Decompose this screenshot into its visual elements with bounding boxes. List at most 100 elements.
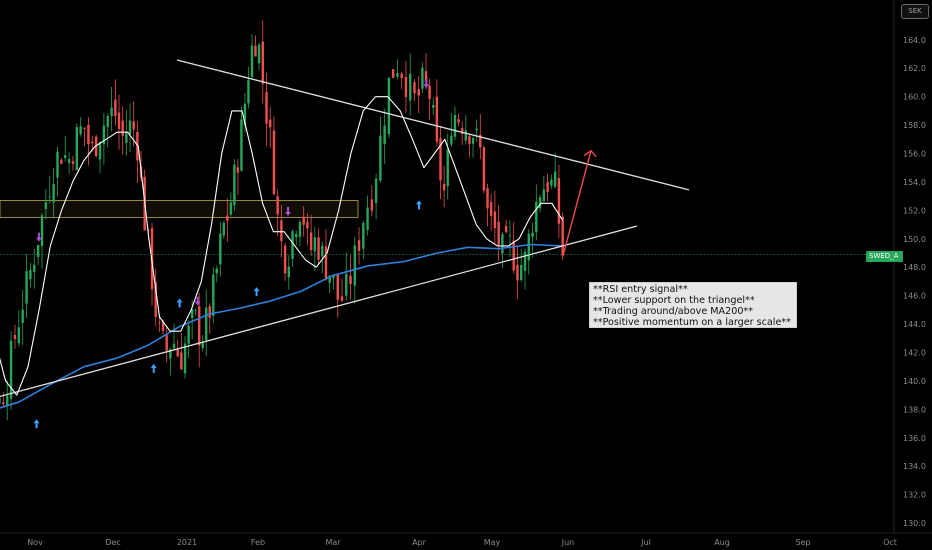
- candle-body: [169, 349, 172, 359]
- candle-body: [497, 221, 500, 246]
- short-ma-line: [0, 96, 564, 396]
- candle-body: [229, 202, 233, 215]
- y-tick-label: 162.0: [903, 64, 926, 73]
- candle-body: [17, 327, 21, 344]
- y-tick-label: 152.0: [903, 206, 926, 215]
- y-tick-label: 160.0: [903, 93, 926, 102]
- candle-body: [91, 141, 94, 144]
- candle-body: [208, 306, 211, 318]
- candle-body: [257, 44, 261, 64]
- candle-body: [102, 125, 106, 145]
- candle-body: [250, 45, 254, 78]
- candle-body: [332, 275, 335, 279]
- candle-body: [442, 183, 446, 191]
- candle-body: [471, 138, 475, 144]
- candle-body: [400, 73, 403, 79]
- x-tick-label: Apr: [412, 538, 427, 547]
- candle-body: [366, 207, 369, 230]
- candle-body: [450, 135, 453, 145]
- y-tick-label: 134.0: [903, 462, 926, 471]
- candle-body: [553, 171, 557, 187]
- candle-body: [546, 181, 549, 193]
- candle-body: [64, 155, 67, 159]
- candle-body: [79, 126, 82, 135]
- candle-body: [0, 397, 1, 404]
- resistance-trendline[interactable]: [176, 59, 690, 191]
- candle-body: [527, 233, 530, 261]
- candle-body: [374, 178, 378, 204]
- candle-body: [2, 402, 5, 405]
- candle-body: [387, 77, 391, 134]
- candle-body: [265, 92, 268, 124]
- candle-body: [67, 158, 71, 163]
- candle-body: [523, 251, 527, 271]
- y-tick-label: 150.0: [903, 235, 926, 244]
- candle-body: [272, 130, 276, 195]
- note-line-rsi: **RSI entry signal**: [593, 284, 688, 295]
- projection-arrow[interactable]: [562, 150, 592, 257]
- candle-body: [132, 121, 135, 130]
- candle-body: [212, 274, 215, 316]
- rsi-sell-signal-arrow: [423, 79, 430, 89]
- candle-body: [321, 245, 324, 257]
- candle-body: [468, 136, 471, 144]
- candle-body: [128, 120, 132, 135]
- candle-body: [13, 335, 17, 339]
- candle-body: [424, 71, 428, 82]
- candle-body: [121, 120, 124, 136]
- candle-body: [538, 197, 542, 209]
- x-tick-label: May: [484, 538, 501, 547]
- y-tick-label: 164.0: [903, 36, 926, 45]
- x-tick-label: 2021: [177, 538, 197, 547]
- candle-body: [9, 340, 13, 399]
- candle-body: [535, 201, 538, 233]
- candle-body: [176, 348, 179, 357]
- candle-body: [435, 96, 439, 142]
- candle-body: [236, 167, 240, 173]
- candle-body: [29, 270, 32, 280]
- candle-body: [201, 342, 204, 348]
- candle-body: [482, 147, 486, 191]
- candle-body: [83, 127, 86, 129]
- candle-body: [501, 234, 504, 254]
- candle-body: [254, 45, 257, 57]
- candle-body: [283, 245, 287, 274]
- candle-body: [309, 232, 313, 251]
- rsi-buy-signal-arrow: [150, 363, 157, 373]
- x-tick-label: Oct: [883, 538, 897, 547]
- candle-body: [165, 335, 168, 351]
- candle-body: [531, 232, 534, 237]
- candle-body: [464, 130, 468, 141]
- candle-body: [404, 76, 408, 98]
- candle-body: [504, 225, 508, 233]
- y-tick-label: 140.0: [903, 377, 926, 386]
- candle-body: [324, 246, 328, 280]
- candle-body: [328, 275, 331, 283]
- candle-body: [413, 82, 416, 94]
- candle-body: [409, 73, 412, 101]
- y-tick-label: 136.0: [903, 434, 926, 443]
- candle-body: [336, 274, 339, 300]
- y-tick-label: 158.0: [903, 121, 926, 130]
- candle-body: [345, 273, 348, 296]
- candle-body: [313, 237, 317, 252]
- currency-badge[interactable]: SEK: [901, 4, 929, 19]
- y-tick-label: 130.0: [903, 519, 926, 528]
- candle-body: [25, 271, 28, 304]
- y-tick-label: 144.0: [903, 320, 926, 329]
- candle-body: [75, 127, 79, 171]
- candle-body: [379, 135, 382, 181]
- candle-body: [172, 343, 176, 349]
- note-line-ma200: **Trading around/above MA200**: [593, 306, 754, 317]
- candle-body: [439, 138, 442, 181]
- rsi-buy-signal-arrow: [253, 287, 260, 297]
- candle-body: [516, 264, 519, 281]
- candle-body: [421, 67, 424, 89]
- support-trendline[interactable]: [0, 225, 638, 398]
- x-tick-label: Jun: [561, 538, 575, 547]
- candle-body: [520, 264, 523, 280]
- y-tick-label: 142.0: [903, 348, 926, 357]
- x-tick-label: Mar: [325, 538, 341, 547]
- candle-body: [512, 240, 515, 271]
